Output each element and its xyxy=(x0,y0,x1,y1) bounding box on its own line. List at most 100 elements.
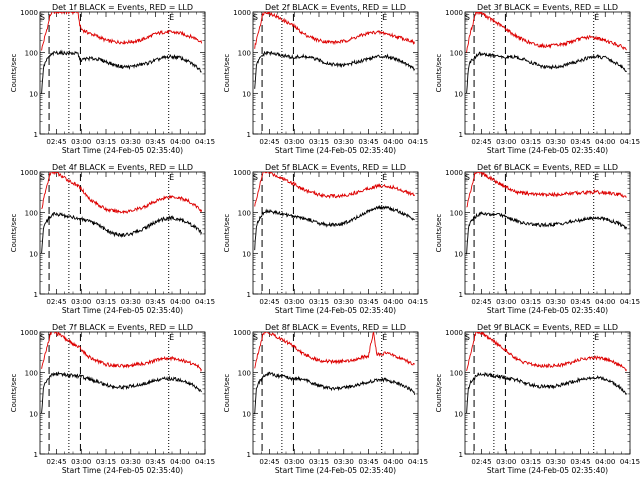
x-tick-label: 03:00 xyxy=(496,138,516,146)
plot-frame xyxy=(252,331,419,455)
plot-frame xyxy=(464,171,631,295)
x-tick-label: 03:15 xyxy=(96,298,116,306)
series-line-red xyxy=(41,172,203,215)
y-tick-label: 10 xyxy=(29,410,38,418)
series-line-red xyxy=(254,332,415,369)
series-line-black xyxy=(466,210,628,255)
y-tick-label: 100 xyxy=(25,370,38,378)
series-group xyxy=(466,12,627,94)
y-tick-label: 1000 xyxy=(20,9,38,17)
x-axis-label: Start Time (24-Feb-05 02:35:40) xyxy=(275,466,396,475)
chart-panel-4: Det 4f BLACK = Events, RED = LLD 1 10 100 10… xyxy=(10,163,215,315)
y-axis-label: Counts/sec xyxy=(10,374,18,413)
x-axis-label: Start Time (24-Feb-05 02:35:40) xyxy=(487,306,608,315)
y-tick-label: 10 xyxy=(454,250,463,258)
y-tick-label: 1000 xyxy=(233,9,251,17)
y-tick-label: 1 xyxy=(247,451,251,459)
chart-panel-9: Det 9f BLACK = Events, RED = LLD 1 10 100 10… xyxy=(435,323,640,475)
x-tick-label: 04:00 xyxy=(595,298,615,306)
x-tick-label: 03:30 xyxy=(546,298,566,306)
x-tick-label: 02:45 xyxy=(471,458,491,466)
series-line-black xyxy=(254,50,416,89)
series-line-black xyxy=(41,211,203,254)
y-tick-label: 10 xyxy=(29,90,38,98)
x-axis-label: Start Time (24-Feb-05 02:35:40) xyxy=(62,306,183,315)
y-tick-label: 1 xyxy=(34,131,38,139)
x-tick-label: 03:15 xyxy=(309,138,329,146)
x-tick-label: 03:00 xyxy=(496,458,516,466)
y-tick-label: 1000 xyxy=(233,169,251,177)
series-group xyxy=(466,332,627,414)
y-tick-label: 1000 xyxy=(20,169,38,177)
y-tick-label: 1 xyxy=(459,291,463,299)
x-tick-label: 03:30 xyxy=(334,298,354,306)
series-line-red xyxy=(254,172,415,207)
x-tick-label: 04:00 xyxy=(383,138,403,146)
x-tick-label: 04:15 xyxy=(195,298,215,306)
x-tick-label: 03:45 xyxy=(145,458,165,466)
x-tick-label: 03:15 xyxy=(521,458,541,466)
y-axis-label: Counts/sec xyxy=(223,374,231,413)
series-group xyxy=(41,12,203,94)
x-axis-label: Start Time (24-Feb-05 02:35:40) xyxy=(275,306,396,315)
marker-s: S xyxy=(465,13,470,22)
marker-e: E xyxy=(594,333,599,342)
x-tick-label: 03:00 xyxy=(284,298,304,306)
y-tick-label: 1000 xyxy=(20,329,38,337)
x-tick-label: 04:15 xyxy=(408,138,428,146)
marker-s: S xyxy=(253,173,258,182)
y-tick-label: 100 xyxy=(450,50,463,58)
chart-title: Det 9f BLACK = Events, RED = LLD xyxy=(477,323,618,332)
x-tick-label: 03:00 xyxy=(496,298,516,306)
x-tick-label: 03:30 xyxy=(546,458,566,466)
chart-panel-6: Det 6f BLACK = Events, RED = LLD 1 10 100 10… xyxy=(435,163,640,315)
y-tick-label: 100 xyxy=(25,50,38,58)
x-tick-label: 04:15 xyxy=(408,458,428,466)
y-axis-label: Counts/sec xyxy=(223,54,231,93)
y-axis-label: Counts/sec xyxy=(435,54,443,93)
y-tick-label: 10 xyxy=(242,410,251,418)
y-tick-label: 1 xyxy=(459,451,463,459)
x-tick-label: 03:30 xyxy=(334,458,354,466)
x-axis-label: Start Time (24-Feb-05 02:35:40) xyxy=(62,466,183,475)
x-tick-label: 03:00 xyxy=(284,138,304,146)
y-tick-label: 1 xyxy=(34,451,38,459)
x-tick-label: 03:00 xyxy=(71,298,91,306)
x-axis-label: Start Time (24-Feb-05 02:35:40) xyxy=(487,146,608,155)
chart-title: Det 3f BLACK = Events, RED = LLD xyxy=(477,3,618,12)
x-tick-label: 03:00 xyxy=(71,138,91,146)
y-tick-label: 10 xyxy=(242,250,251,258)
series-group xyxy=(254,172,415,251)
chart-panel-3: Det 3f BLACK = Events, RED = LLD 1 10 100 10… xyxy=(435,3,640,155)
x-tick-label: 02:45 xyxy=(471,138,491,146)
x-tick-label: 04:15 xyxy=(620,298,640,306)
marker-e: E xyxy=(594,173,599,182)
x-tick-label: 02:45 xyxy=(259,458,279,466)
y-axis-label: Counts/sec xyxy=(223,214,231,253)
marker-s: S xyxy=(465,333,470,342)
plot-frame xyxy=(39,331,206,455)
y-axis-label: Counts/sec xyxy=(10,214,18,253)
marker-s: S xyxy=(40,173,45,182)
series-line-red xyxy=(41,332,203,372)
x-tick-label: 03:15 xyxy=(96,138,116,146)
x-tick-label: 03:45 xyxy=(358,298,378,306)
chart-title: Det 4f BLACK = Events, RED = LLD xyxy=(52,163,193,172)
x-tick-label: 02:45 xyxy=(46,298,66,306)
marker-s: S xyxy=(40,13,45,22)
series-group xyxy=(466,172,628,255)
series-line-red xyxy=(466,332,627,372)
y-tick-label: 100 xyxy=(238,370,251,378)
y-tick-label: 1 xyxy=(247,131,251,139)
x-tick-label: 04:15 xyxy=(620,458,640,466)
series-line-red xyxy=(254,12,416,49)
y-tick-label: 1 xyxy=(34,291,38,299)
series-line-red xyxy=(466,12,627,53)
x-tick-label: 03:00 xyxy=(284,458,304,466)
plot-frame xyxy=(39,171,206,295)
x-tick-label: 04:00 xyxy=(595,138,615,146)
y-tick-label: 100 xyxy=(450,210,463,218)
chart-title: Det 1f BLACK = Events, RED = LLD xyxy=(52,3,193,12)
chart-title: Det 6f BLACK = Events, RED = LLD xyxy=(477,163,618,172)
